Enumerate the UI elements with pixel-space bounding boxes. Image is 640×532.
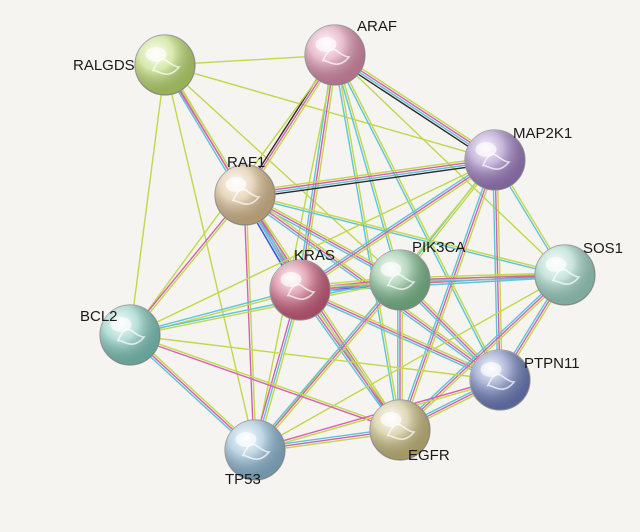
node-RAF1[interactable] <box>215 165 275 225</box>
edge-MAP2K1-SOS1-textmining <box>512 185 551 249</box>
edge-RAF1-KRAS-database <box>259 222 284 265</box>
node-PIK3CA[interactable] <box>370 250 430 310</box>
edge-ARAF-RAF1-textmining <box>263 81 321 171</box>
node-KRAS[interactable] <box>270 260 330 320</box>
edge-KRAS-TP53-experiments <box>261 318 290 420</box>
node-label-PTPN11: PTPN11 <box>524 355 580 372</box>
node-label-BCL2: BCL2 <box>80 308 118 325</box>
node-label-TP53: TP53 <box>225 471 261 488</box>
edge-PTPN11-EGFR-experiments <box>427 393 473 416</box>
edge-EGFR-TP53-experiments <box>285 434 371 446</box>
edge-RAF1-MAP2K1-textmining <box>274 161 465 188</box>
edge-PIK3CA-BCL2-textmining <box>160 287 371 330</box>
edge-ARAF-RAF1-experiments <box>261 80 319 170</box>
node-label-PIK3CA: PIK3CA <box>412 239 465 256</box>
edge-ARAF-PIK3CA-textmining <box>344 84 392 251</box>
edge-RALGDS-ARAF-textmining <box>195 57 305 63</box>
edge-KRAS-TP53-database <box>263 319 292 421</box>
edge-SOS1-PTPN11-textmining <box>518 302 551 356</box>
node-label-EGFR: EGFR <box>408 447 450 464</box>
edge-PTPN11-EGFR-textmining <box>428 395 474 418</box>
protein-network-diagram: RALGDS ARAF MAP2K1 RAF1 KRAS PIK3CA SOS1 BCL2 PT… <box>0 0 640 532</box>
node-label-KRAS: KRAS <box>294 247 335 264</box>
edge-RALGDS-BCL2-textmining <box>134 95 161 305</box>
node-label-SOS1: SOS1 <box>583 240 623 257</box>
edge-RALGDS-PIK3CA-textmining <box>187 85 378 259</box>
node-label-RALGDS: RALGDS <box>73 57 135 74</box>
edge-RAF1-BCL2-experiments <box>148 217 225 311</box>
edge-RAF1-MAP2K1-experiments <box>275 163 466 190</box>
node-label-RAF1: RAF1 <box>227 154 265 171</box>
node-label-ARAF: ARAF <box>357 18 397 35</box>
node-label-MAP2K1: MAP2K1 <box>513 125 572 142</box>
node-ARAF[interactable] <box>305 25 365 85</box>
edge-ARAF-MAP2K1-textmining <box>362 69 472 141</box>
node-PTPN11[interactable] <box>470 350 530 410</box>
edge-BCL2-EGFR-textmining <box>159 344 372 419</box>
edge-KRAS-EGFR-experiments <box>317 314 382 405</box>
node-RALGDS[interactable] <box>135 35 195 95</box>
edge-BCL2-TP53-textmining <box>154 354 235 428</box>
edge-RAF1-BCL2-textmining <box>150 219 227 313</box>
